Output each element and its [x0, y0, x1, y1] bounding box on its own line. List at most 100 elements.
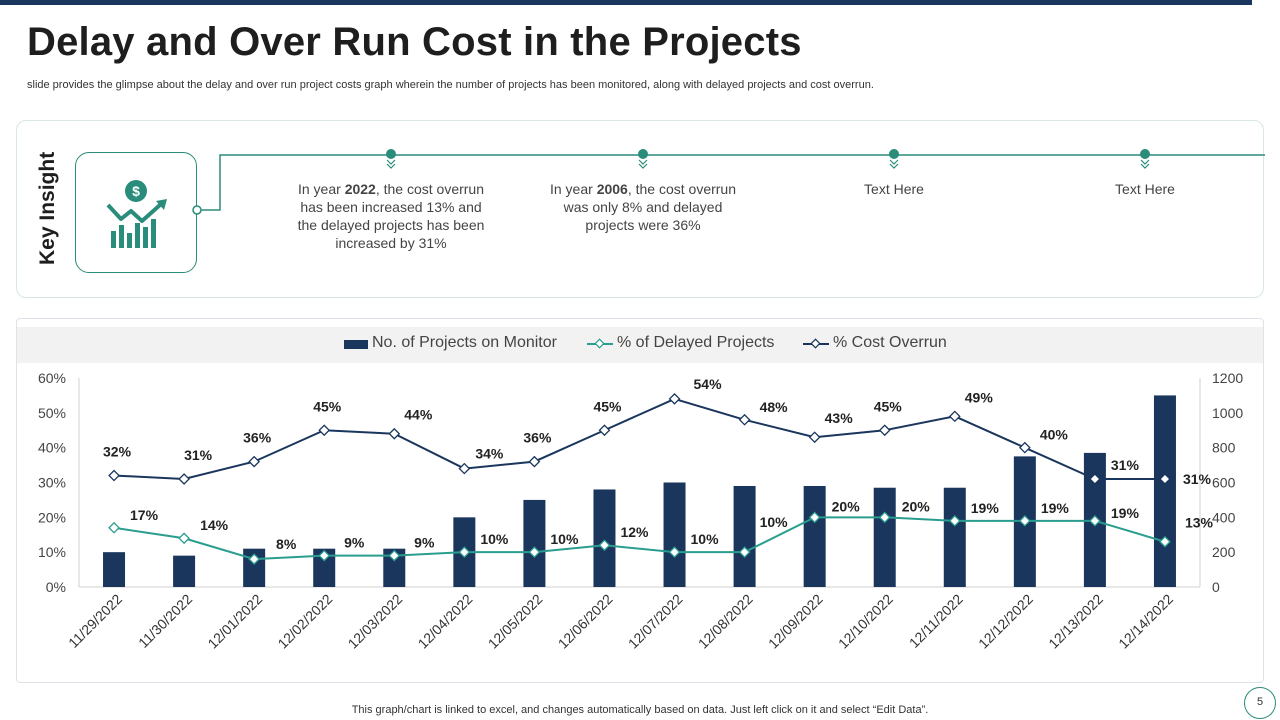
left-tick-label: 40% [38, 440, 66, 456]
delayed-projects-point [808, 511, 821, 524]
x-tick-label: 12/12/2022 [975, 591, 1036, 652]
x-tick-label: 12/10/2022 [835, 591, 896, 652]
cost-overrun-data-label: 31% [1183, 471, 1212, 487]
cost-overrun-data-label: 49% [965, 389, 994, 405]
insight-icon-box: $ [75, 152, 197, 273]
timeline-marker [638, 149, 648, 169]
x-tick-label: 12/08/2022 [695, 591, 756, 652]
cost-overrun-point [808, 431, 821, 444]
legend-label-overrun: % Cost Overrun [833, 334, 947, 351]
left-tick-label: 0% [46, 579, 66, 595]
page-subtitle: slide provides the glimpse about the del… [27, 79, 874, 91]
left-tick-label: 30% [38, 475, 66, 491]
delayed-projects-data-label: 8% [276, 536, 297, 552]
cost-overrun-data-label: 48% [760, 399, 789, 415]
cost-overrun-point [388, 427, 401, 440]
cost-overrun-data-label: 31% [184, 447, 213, 463]
cost-overrun-data-label: 45% [313, 398, 342, 414]
delayed-projects-point [598, 539, 611, 552]
right-tick-label: 0 [1212, 579, 1220, 595]
x-tick-label: 11/30/2022 [135, 591, 195, 651]
delayed-projects-data-label: 12% [620, 524, 649, 540]
bar [103, 552, 126, 587]
delayed-projects-point [1018, 514, 1031, 527]
dollar-growth-chart-icon: $ [106, 180, 167, 248]
cost-overrun-point [108, 469, 120, 482]
bar [1153, 395, 1176, 587]
delayed-projects-data-label: 10% [691, 531, 720, 547]
x-tick-label: 12/09/2022 [765, 591, 826, 652]
x-tick-label: 12/13/2022 [1045, 591, 1106, 652]
delayed-projects-point [1089, 514, 1101, 527]
cost-overrun-line [113, 397, 1165, 481]
delayed-projects-point [668, 546, 681, 559]
cost-overrun-data-label: 43% [825, 410, 854, 426]
cost-overrun-point [1018, 441, 1031, 454]
bar [523, 499, 546, 587]
right-tick-label: 200 [1212, 544, 1236, 560]
cost-overrun-point [1089, 473, 1101, 485]
right-tick-label: 1200 [1212, 370, 1243, 386]
delayed-projects-data-label: 19% [971, 500, 1000, 516]
bar [803, 485, 826, 587]
insight-text-1: In year 2022, the cost overrun has been … [297, 181, 485, 251]
cost-overrun-point [878, 424, 891, 437]
timeline-marker [889, 149, 899, 169]
cost-overrun-point [528, 455, 541, 468]
insight-text-3: Text Here [864, 181, 924, 197]
x-tick-label: 11/29/2022 [65, 591, 125, 651]
insight-text-4: Text Here [1115, 181, 1175, 197]
bar [313, 548, 336, 587]
right-tick-label: 1000 [1212, 405, 1243, 421]
delayed-projects-point [1159, 535, 1171, 548]
x-tick-label: 12/05/2022 [485, 591, 546, 652]
x-tick-label: 12/04/2022 [415, 591, 476, 652]
left-tick-label: 10% [38, 544, 66, 560]
x-tick-label: 12/07/2022 [625, 591, 686, 652]
delayed-projects-point [458, 546, 471, 559]
delayed-projects-point [738, 546, 751, 559]
legend-label-delayed: % of Delayed Projects [617, 334, 775, 351]
delayed-projects-point [528, 546, 541, 559]
delayed-projects-data-label: 9% [414, 535, 435, 551]
left-tick-label: 20% [38, 509, 66, 525]
delayed-projects-data-label: 19% [1041, 500, 1070, 516]
x-tick-label: 12/01/2022 [204, 591, 265, 652]
cost-overrun-data-label: 32% [103, 444, 132, 460]
delayed-projects-data-label: 13% [1185, 515, 1214, 531]
cost-overrun-data-label: 45% [593, 398, 622, 414]
svg-text:$: $ [132, 183, 140, 199]
delayed-projects-data-label: 10% [760, 514, 789, 530]
cost-overrun-data-label: 34% [475, 446, 504, 462]
cost-overrun-point [668, 393, 681, 405]
bar [733, 485, 756, 587]
delayed-projects-point [948, 514, 961, 527]
delayed-projects-data-label: 19% [1111, 505, 1140, 521]
right-tick-label: 600 [1212, 475, 1236, 491]
cost-overrun-data-label: 36% [523, 430, 552, 446]
page-number: 5 [1244, 687, 1276, 719]
cost-overrun-data-label: 44% [404, 407, 433, 423]
top-accent-bar [0, 0, 1252, 5]
delayed-projects-point [248, 553, 261, 566]
bar [383, 548, 406, 587]
cost-overrun-point [178, 473, 190, 485]
chart-legend [17, 327, 1263, 363]
bar [663, 482, 686, 587]
right-tick-label: 400 [1212, 509, 1236, 525]
page-title: Delay and Over Run Cost in the Projects [27, 20, 802, 64]
x-tick-label: 12/06/2022 [555, 591, 616, 652]
cost-overrun-point [248, 455, 261, 468]
delayed-projects-point [878, 511, 891, 524]
delayed-projects-point [108, 521, 120, 534]
delayed-projects-data-label: 17% [130, 507, 159, 523]
cost-overrun-data-label: 40% [1040, 427, 1069, 443]
delayed-projects-point [318, 549, 331, 562]
delayed-projects-point [388, 549, 401, 562]
delayed-projects-data-label: 20% [902, 498, 931, 514]
timeline-marker [386, 149, 396, 169]
delayed-projects-point [178, 532, 190, 545]
delayed-projects-data-label: 10% [550, 531, 579, 547]
cost-overrun-point [738, 413, 751, 426]
